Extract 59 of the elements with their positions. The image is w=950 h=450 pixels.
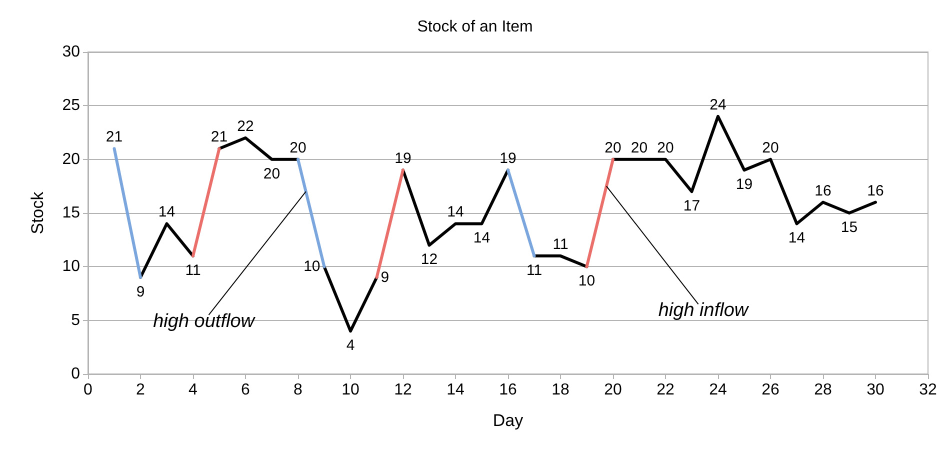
data-label: 10 xyxy=(304,258,320,276)
x-tick-label: 14 xyxy=(446,382,464,398)
data-label: 14 xyxy=(447,204,464,221)
x-tick-label: 32 xyxy=(919,382,937,398)
annotation: high outflow xyxy=(153,310,256,332)
x-axis-title: Day xyxy=(492,411,524,430)
data-label: 15 xyxy=(840,219,858,236)
data-label: 14 xyxy=(158,204,176,221)
data-label: 21 xyxy=(210,128,228,146)
data-label: 12 xyxy=(420,251,438,268)
x-tick-label: 30 xyxy=(866,382,884,398)
x-tick-label: 18 xyxy=(552,382,570,398)
data-label: 14 xyxy=(473,230,490,247)
x-tick-label: 8 xyxy=(294,382,303,398)
x-tick-label: 10 xyxy=(342,382,360,398)
x-tick-label: 22 xyxy=(656,382,674,398)
data-label: 20 xyxy=(657,139,674,156)
y-tick-label: 25 xyxy=(62,97,80,114)
data-label: 4 xyxy=(346,337,355,354)
x-tick-label: 26 xyxy=(762,382,780,398)
annotation: high inflow xyxy=(658,300,750,322)
chart-title: Stock of an Item xyxy=(417,18,533,36)
x-tick-label: 12 xyxy=(394,382,412,398)
data-label: 20 xyxy=(630,139,648,156)
data-label: 20 xyxy=(604,139,622,156)
data-label: 21 xyxy=(106,128,123,146)
y-tick-label: 15 xyxy=(62,204,80,222)
x-tick-label: 2 xyxy=(136,382,146,398)
data-label: 19 xyxy=(736,176,753,194)
x-tick-label: 16 xyxy=(499,382,517,398)
data-label: 10 xyxy=(578,272,596,290)
data-label: 19 xyxy=(500,150,516,168)
data-label: 24 xyxy=(710,96,726,114)
data-label: 22 xyxy=(237,118,254,135)
data-label: 19 xyxy=(394,150,412,168)
y-tick-label: 5 xyxy=(71,312,80,329)
data-label: 14 xyxy=(788,230,806,247)
x-tick-label: 28 xyxy=(814,382,832,398)
y-axis-title: Stock xyxy=(28,191,47,234)
data-label: 9 xyxy=(380,268,390,286)
data-label: 20 xyxy=(290,139,306,156)
data-label: 16 xyxy=(814,182,832,200)
data-label: 11 xyxy=(526,262,542,279)
x-tick-label: 6 xyxy=(241,382,250,398)
data-label: 20 xyxy=(263,165,280,182)
x-tick-label: 24 xyxy=(709,382,727,398)
y-tick-label: 20 xyxy=(62,150,80,168)
x-tick-label: 0 xyxy=(84,382,93,398)
y-tick-label: 10 xyxy=(62,258,80,276)
data-label: 11 xyxy=(185,262,201,279)
x-tick-label: 4 xyxy=(188,382,198,398)
data-label: 9 xyxy=(136,283,145,300)
y-tick-label: 30 xyxy=(62,44,80,60)
data-label: 11 xyxy=(552,236,568,253)
y-tick-label: 0 xyxy=(71,366,80,382)
data-label: 20 xyxy=(762,139,779,156)
data-label: 16 xyxy=(867,182,884,200)
x-tick-label: 20 xyxy=(604,382,622,398)
data-label: 17 xyxy=(683,198,700,215)
